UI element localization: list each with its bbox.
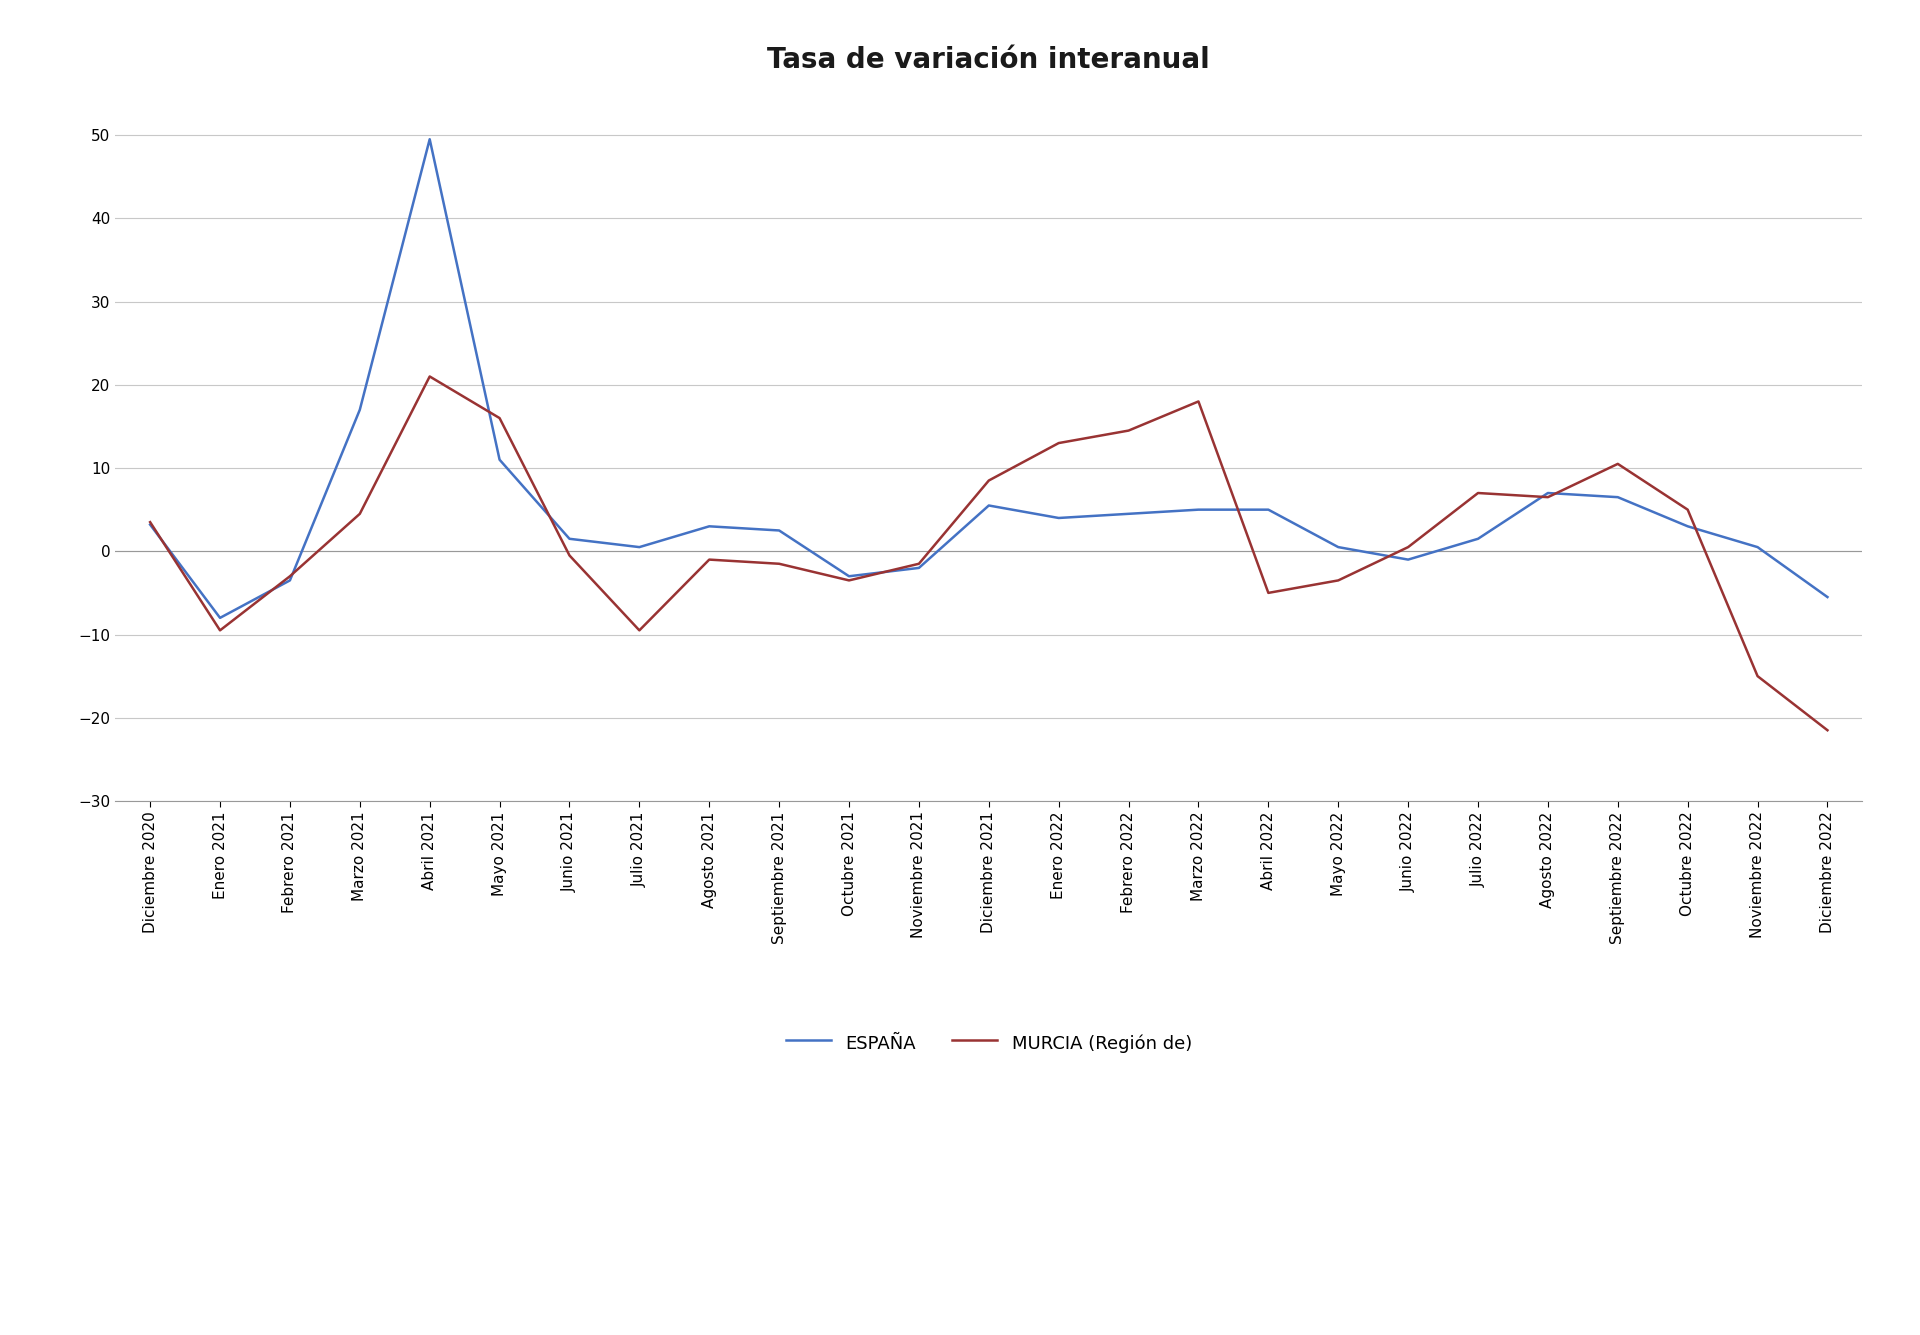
MURCIA (Región de): [1046, 435, 1069, 451]
MURCIA (Región de): [628, 622, 651, 638]
ESPAÑA: [837, 569, 860, 585]
ESPAÑA: [138, 517, 161, 533]
MURCIA (Región de): [1607, 455, 1630, 471]
Line: ESPAÑA: ESPAÑA: [150, 139, 1828, 618]
MURCIA (Región de): [419, 368, 442, 384]
ESPAÑA: [1396, 551, 1419, 567]
ESPAÑA: [1327, 539, 1350, 555]
ESPAÑA: [1676, 518, 1699, 534]
MURCIA (Región de): [559, 547, 582, 563]
MURCIA (Región de): [1258, 585, 1281, 601]
MURCIA (Región de): [348, 506, 371, 522]
ESPAÑA: [1467, 531, 1490, 547]
MURCIA (Región de): [1676, 502, 1699, 518]
MURCIA (Región de): [697, 551, 720, 567]
ESPAÑA: [348, 402, 371, 418]
MURCIA (Región de): [278, 569, 301, 585]
MURCIA (Región de): [1745, 668, 1768, 684]
MURCIA (Región de): [1187, 394, 1210, 410]
MURCIA (Región de): [768, 555, 791, 571]
MURCIA (Región de): [488, 410, 511, 426]
ESPAÑA: [1117, 506, 1140, 522]
MURCIA (Región de): [1816, 722, 1839, 738]
MURCIA (Región de): [908, 555, 931, 571]
MURCIA (Región de): [1117, 423, 1140, 439]
ESPAÑA: [768, 522, 791, 538]
MURCIA (Región de): [1396, 539, 1419, 555]
MURCIA (Región de): [1327, 573, 1350, 589]
ESPAÑA: [628, 539, 651, 555]
MURCIA (Región de): [977, 473, 1000, 489]
ESPAÑA: [1046, 510, 1069, 526]
ESPAÑA: [1187, 502, 1210, 518]
MURCIA (Región de): [209, 622, 232, 638]
ESPAÑA: [209, 610, 232, 626]
ESPAÑA: [908, 559, 931, 575]
MURCIA (Región de): [837, 573, 860, 589]
ESPAÑA: [419, 131, 442, 147]
Title: Tasa de variación interanual: Tasa de variación interanual: [768, 47, 1210, 75]
Legend: ESPAÑA, MURCIA (Región de): ESPAÑA, MURCIA (Región de): [778, 1024, 1200, 1061]
MURCIA (Región de): [1467, 485, 1490, 501]
ESPAÑA: [488, 451, 511, 467]
ESPAÑA: [278, 573, 301, 589]
ESPAÑA: [1258, 502, 1281, 518]
MURCIA (Región de): [1536, 489, 1559, 505]
ESPAÑA: [697, 518, 720, 534]
Line: MURCIA (Región de): MURCIA (Región de): [150, 376, 1828, 730]
MURCIA (Región de): [138, 514, 161, 530]
ESPAÑA: [1536, 485, 1559, 501]
ESPAÑA: [977, 498, 1000, 514]
ESPAÑA: [1607, 489, 1630, 505]
ESPAÑA: [1745, 539, 1768, 555]
ESPAÑA: [1816, 589, 1839, 605]
ESPAÑA: [559, 531, 582, 547]
